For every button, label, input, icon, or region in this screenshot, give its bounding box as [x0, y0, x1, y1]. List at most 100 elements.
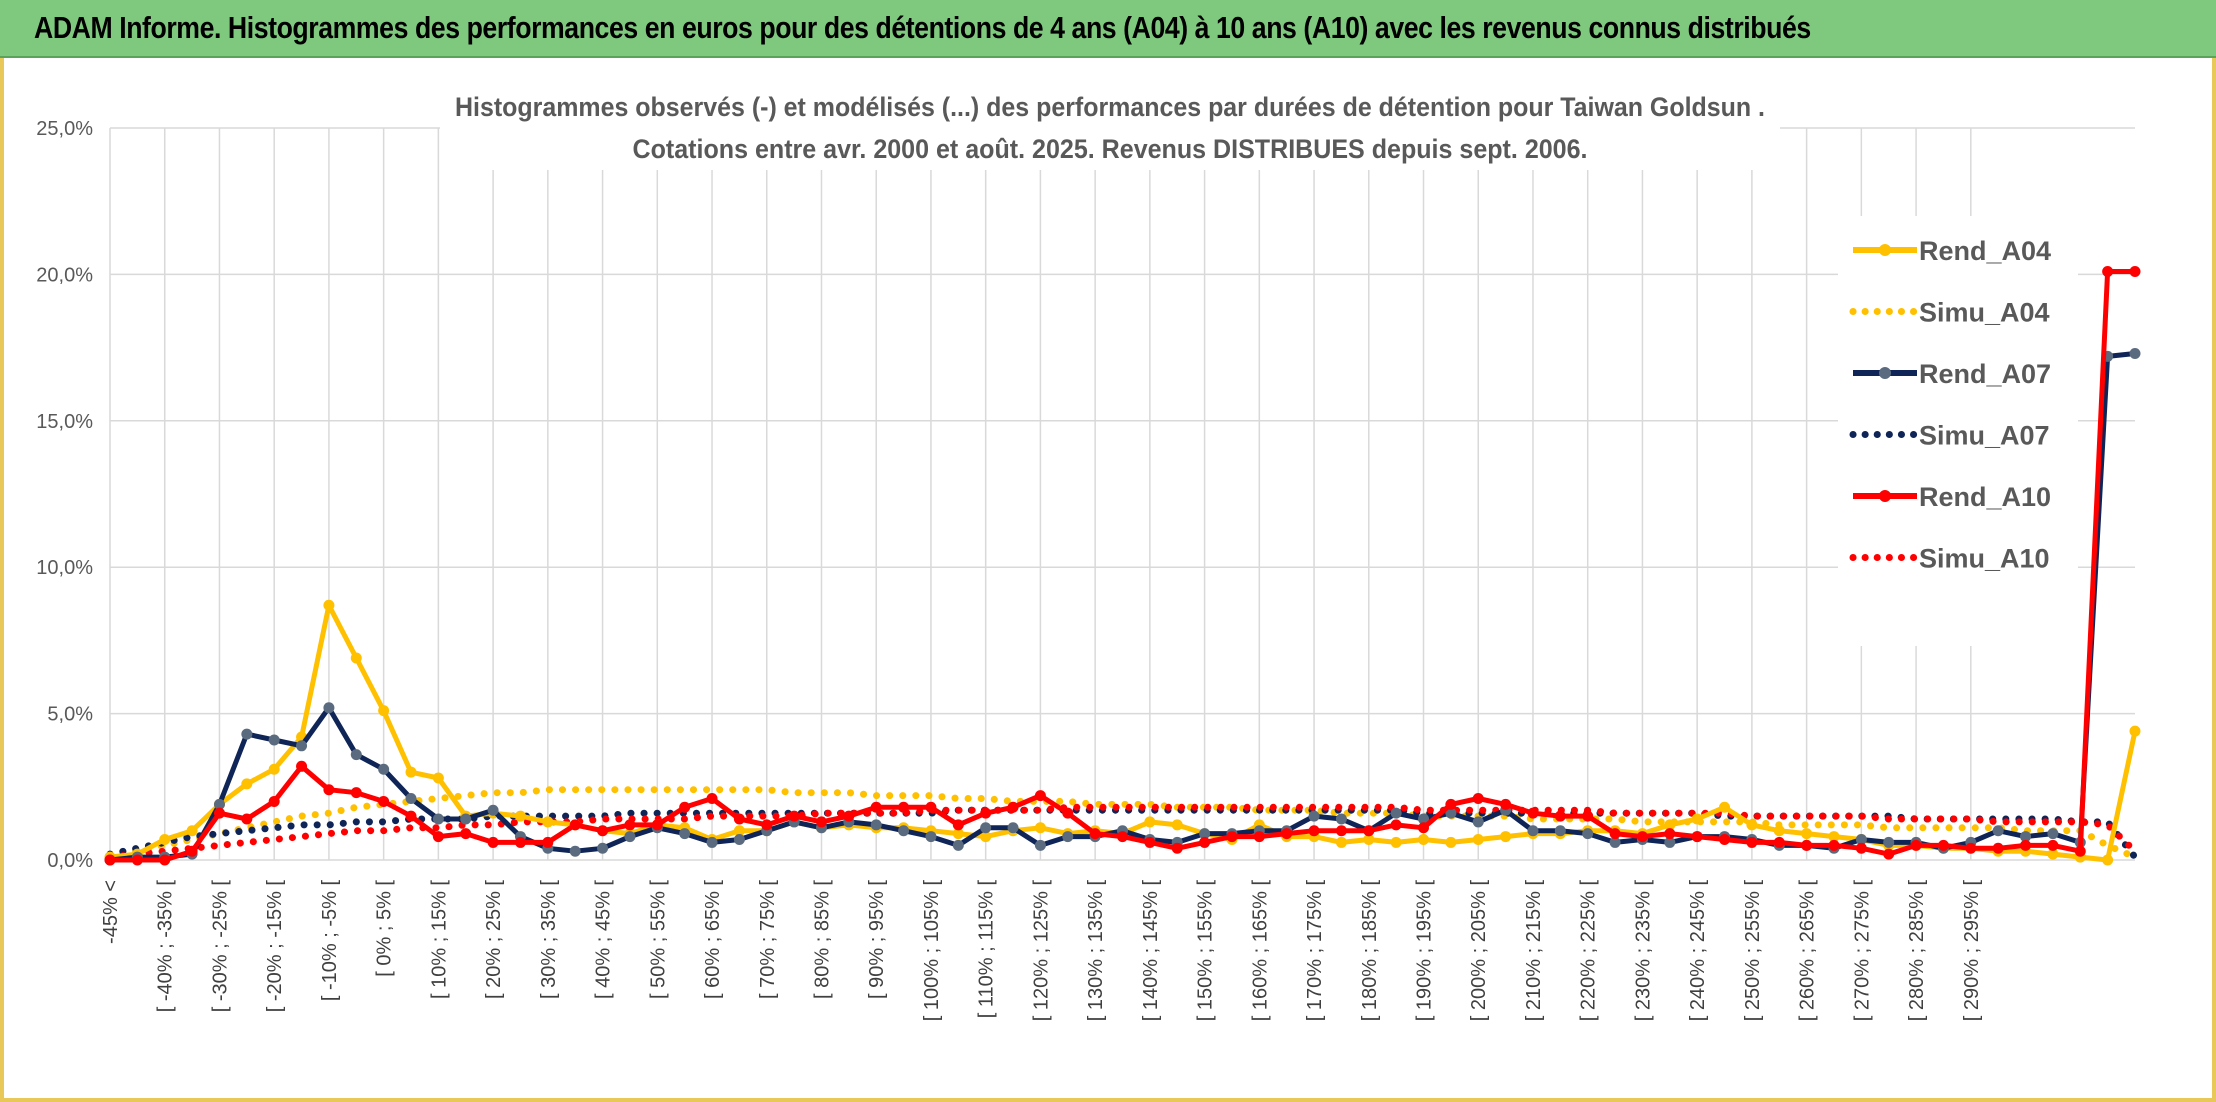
data-point	[952, 828, 964, 840]
data-point	[2129, 265, 2141, 277]
data-point	[1199, 836, 1211, 848]
data-point	[460, 813, 472, 825]
x-tick-label: [ 70% ; 75% [	[757, 880, 779, 999]
data-point	[1171, 819, 1183, 831]
x-tick-label: [ 230% ; 235% [	[1632, 880, 1654, 1022]
x-tick-label: [ 120% ; 125% [	[1030, 880, 1052, 1022]
y-tick-label: 0,0%	[47, 850, 93, 872]
data-point	[952, 819, 964, 831]
data-point	[2129, 725, 2141, 737]
data-point	[1527, 807, 1539, 819]
x-tick-label: [ 280% ; 285% [	[1906, 880, 1928, 1022]
legend-label: Rend_A07	[1919, 359, 2051, 389]
legend-item-Rend_A10: Rend_A10	[1853, 482, 2051, 512]
data-point	[514, 810, 526, 822]
data-point	[323, 784, 335, 796]
data-point	[1034, 839, 1046, 851]
data-point	[487, 836, 499, 848]
data-point	[1144, 836, 1156, 848]
y-tick-label: 20,0%	[36, 264, 93, 286]
data-point	[2129, 347, 2141, 359]
x-tick-label: [ 210% ; 215% [	[1523, 880, 1545, 1022]
data-point	[542, 816, 554, 828]
y-tick-label: 25,0%	[36, 118, 93, 140]
series-layer	[104, 265, 2141, 866]
data-point	[1335, 813, 1347, 825]
data-point	[870, 819, 882, 831]
data-point	[706, 836, 718, 848]
data-point	[1445, 836, 1457, 848]
data-point	[1691, 831, 1703, 843]
x-tick-label: [ 290% ; 295% [	[1961, 880, 1983, 1022]
data-point	[788, 810, 800, 822]
data-point	[1171, 842, 1183, 854]
data-point	[569, 819, 581, 831]
data-point	[651, 819, 663, 831]
data-point	[1746, 819, 1758, 831]
x-tick-label: [ 180% ; 185% [	[1359, 880, 1381, 1022]
x-tick-label: [ 30% ; 35% [	[538, 880, 560, 999]
legend-marker	[1879, 244, 1891, 256]
x-tick-label: [ 240% ; 245% [	[1687, 880, 1709, 1022]
data-point	[2047, 828, 2059, 840]
data-point	[1664, 819, 1676, 831]
x-tick-label: [ -10% ; -5% [	[319, 880, 341, 1002]
data-point	[378, 705, 390, 717]
data-point	[1992, 825, 2004, 837]
x-tick-label: [ 260% ; 265% [	[1797, 880, 1819, 1022]
data-point	[1117, 831, 1128, 843]
legend-label: Rend_A10	[1919, 482, 2051, 512]
data-point	[241, 728, 253, 740]
series-line-Simu_A10	[106, 803, 2139, 861]
data-point	[1363, 825, 1375, 837]
data-point	[1855, 834, 1867, 846]
data-point	[733, 834, 745, 846]
legend-item-Simu_A04: Simu_A04	[1849, 298, 2050, 328]
data-point	[1007, 822, 1019, 834]
data-point	[1883, 848, 1895, 860]
y-tick-label: 10,0%	[36, 557, 93, 579]
data-point	[1992, 842, 2004, 854]
x-tick-label: [ 60% ; 65% [	[702, 880, 724, 999]
data-point	[268, 795, 280, 807]
title-background	[440, 78, 1780, 170]
data-point	[1937, 839, 1949, 851]
data-point	[159, 834, 171, 846]
series-line-Rend_A07	[109, 351, 2136, 863]
data-point	[597, 825, 609, 837]
data-point	[1034, 822, 1046, 834]
data-point	[1828, 831, 1840, 843]
data-point	[2047, 839, 2059, 851]
data-point	[487, 804, 499, 816]
data-point	[1199, 828, 1211, 840]
x-tick-label: [ -30% ; -25% [	[209, 880, 231, 1013]
data-point	[1609, 836, 1621, 848]
data-point	[268, 734, 280, 746]
data-point	[514, 836, 526, 848]
data-point	[405, 793, 417, 805]
data-point	[241, 813, 253, 825]
x-tick-label: [ 130% ; 135% [	[1085, 880, 1107, 1022]
data-point	[843, 810, 855, 822]
data-point	[1007, 801, 1019, 813]
data-point	[952, 839, 964, 851]
x-tick-label: [ 20% ; 25% [	[483, 880, 505, 999]
data-point	[2020, 831, 2032, 843]
data-point	[1664, 836, 1676, 848]
data-point	[597, 842, 609, 854]
data-point	[296, 740, 308, 752]
data-point	[925, 831, 937, 843]
grid-layer	[109, 127, 2135, 861]
data-point	[213, 807, 225, 819]
x-tick-label: [ 0% ; 5% [	[374, 880, 396, 977]
data-point	[2020, 839, 2032, 851]
data-point	[1034, 790, 1046, 802]
data-point	[1773, 836, 1785, 848]
data-point	[460, 828, 472, 840]
x-tick-label: [ 170% ; 175% [	[1304, 880, 1326, 1022]
x-tick-label: [ 190% ; 195% [	[1414, 880, 1436, 1022]
data-point	[1719, 801, 1731, 813]
data-point	[1418, 822, 1430, 834]
y-tick-label: 15,0%	[36, 411, 93, 433]
data-point	[1335, 825, 1347, 837]
